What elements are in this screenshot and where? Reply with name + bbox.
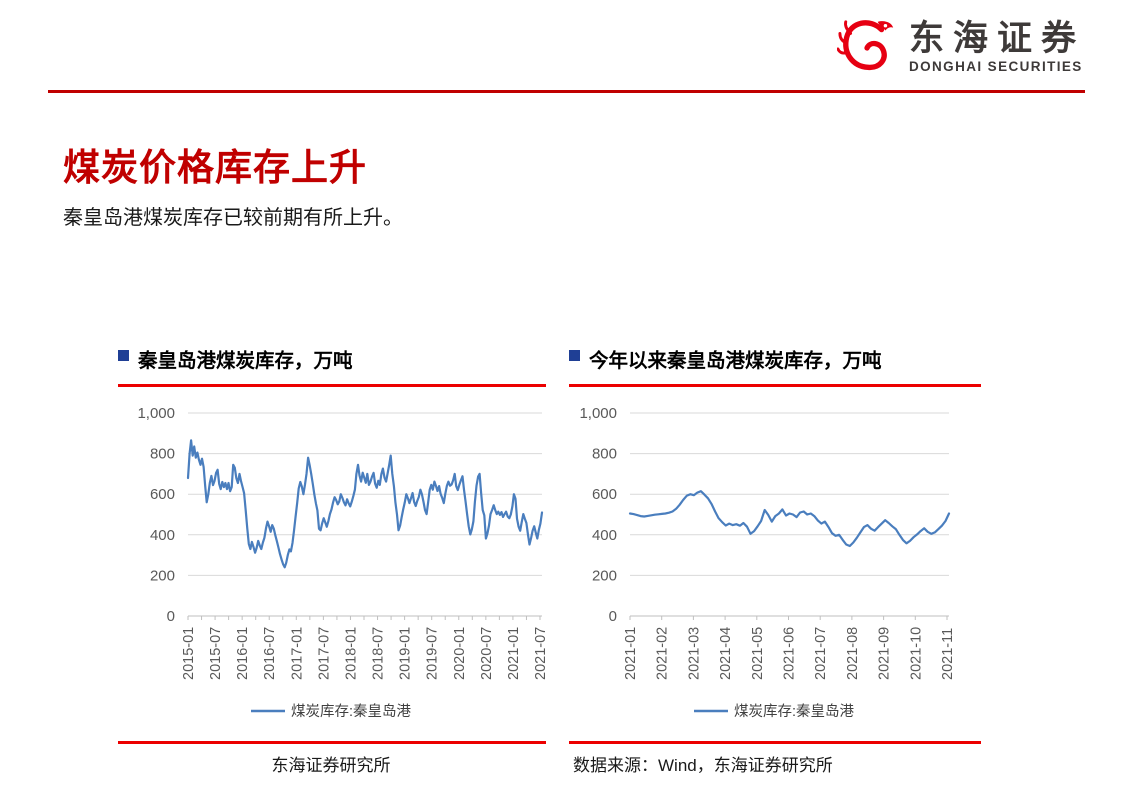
svg-text:2020-01: 2020-01 [452,627,468,680]
svg-text:400: 400 [592,527,617,544]
svg-text:2019-07: 2019-07 [425,627,441,680]
svg-text:600: 600 [592,486,617,503]
svg-text:2021-09: 2021-09 [877,627,893,680]
svg-text:2015-07: 2015-07 [208,627,224,680]
svg-text:200: 200 [592,567,617,584]
svg-text:2016-07: 2016-07 [262,627,278,680]
chart-title-divider-left [118,384,546,387]
svg-text:煤炭库存:秦皇岛港: 煤炭库存:秦皇岛港 [734,703,855,720]
svg-text:2021-08: 2021-08 [845,627,861,680]
coal-inventory-chart-svg: 0 200 400 600 800 1,000 2015-01 2015-07 2016-01 2… [137,405,549,720]
svg-text:400: 400 [150,527,175,544]
chart-title-right-text: 今年以来秦皇岛港煤炭库存，万吨 [589,350,882,372]
chart-footer-divider-left [118,741,546,744]
svg-text:2021-01: 2021-01 [623,627,639,680]
svg-text:600: 600 [150,486,175,503]
svg-text:2019-01: 2019-01 [398,627,414,680]
chart-footer-divider-right [569,741,981,744]
svg-text:800: 800 [592,446,617,463]
header-divider [48,90,1085,93]
svg-text:2021-11: 2021-11 [940,628,956,680]
dragon-logo-icon [836,20,894,71]
chart-source-left: 东海证券研究所 [271,756,391,775]
coal-inventory-chart: 0 200 400 600 800 1,000 2015-01 2015-07 2016-01 2… [112,393,550,734]
svg-text:2017-01: 2017-01 [289,627,305,680]
svg-text:2021-05: 2021-05 [750,627,766,680]
chart-title-divider-right [569,384,981,387]
svg-text:2020-07: 2020-07 [479,627,495,680]
svg-text:2018-07: 2018-07 [371,627,387,680]
logo-name-en: DONGHAI SECURITIES [908,58,1083,74]
svg-text:2021-03: 2021-03 [686,627,702,680]
svg-text:200: 200 [150,567,175,584]
svg-text:2021-07: 2021-07 [533,627,549,680]
logo-name-cn: 东海证券 [908,18,1085,58]
logo-text: 东海证券 DONGHAI SECURITIES [909,21,1085,74]
logo: 东海证券 DONGHAI SECURITIES [836,14,1085,80]
page-title: 煤炭价格库存上升 [63,146,367,188]
svg-text:2021-10: 2021-10 [908,627,924,680]
svg-text:2021-07: 2021-07 [813,627,829,680]
svg-text:2021-02: 2021-02 [655,627,671,680]
svg-text:2021-01: 2021-01 [506,627,522,680]
svg-text:2021-06: 2021-06 [782,627,798,680]
chart-title-left: 秦皇岛港煤炭库存，万吨 [118,344,353,373]
svg-text:2021-04: 2021-04 [718,627,734,680]
ytd-coal-inventory-chart: 0 200 400 600 800 1,000 2021-01 2021-02 2021-03 2… [563,393,985,734]
square-bullet-icon [118,350,129,361]
svg-text:1,000: 1,000 [137,405,175,422]
svg-text:0: 0 [167,608,175,625]
svg-text:2016-01: 2016-01 [235,627,251,680]
chart-title-right: 今年以来秦皇岛港煤炭库存，万吨 [569,344,882,373]
svg-text:0: 0 [609,608,617,625]
square-bullet-icon [569,350,580,361]
svg-text:2018-01: 2018-01 [343,627,359,680]
chart-title-left-text: 秦皇岛港煤炭库存，万吨 [138,350,353,372]
svg-text:2017-07: 2017-07 [316,627,332,680]
ytd-coal-inventory-chart-svg: 0 200 400 600 800 1,000 2021-01 2021-02 2021-03 2… [579,405,956,720]
data-source-note: 数据来源：Wind，东海证券研究所 [573,756,833,775]
svg-text:1,000: 1,000 [579,405,617,422]
chart-panel-ytd-coal-inventory: 今年以来秦皇岛港煤炭库存，万吨 0 200 400 600 800 1,000 2021-0… [563,336,985,786]
svg-text:800: 800 [150,446,175,463]
svg-text:煤炭库存:秦皇岛港: 煤炭库存:秦皇岛港 [291,703,412,720]
page-subtitle: 秦皇岛港煤炭库存已较前期有所上升。 [63,207,403,229]
svg-text:2015-01: 2015-01 [181,627,197,680]
chart-panel-coal-inventory: 秦皇岛港煤炭库存，万吨 0 200 400 600 800 1,000 2015-01 201… [112,336,550,786]
